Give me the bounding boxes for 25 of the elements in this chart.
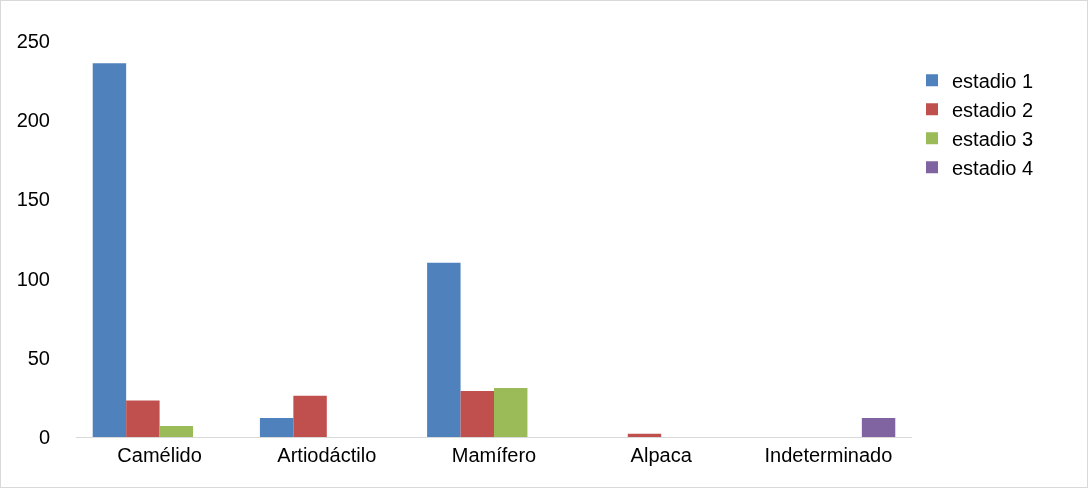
y-tick-label: 100 bbox=[16, 267, 50, 290]
bar bbox=[427, 262, 461, 437]
y-tick-label: 150 bbox=[16, 188, 50, 211]
y-tick-label: 250 bbox=[16, 30, 50, 52]
x-tick-label: Mamífero bbox=[451, 444, 537, 466]
bar bbox=[627, 433, 662, 437]
bar bbox=[126, 400, 160, 437]
x-tick-label: Artiodáctilo bbox=[277, 444, 377, 466]
legend-label: estadio 2 bbox=[952, 99, 1034, 122]
x-tick-label: Camélido bbox=[117, 444, 202, 466]
bar bbox=[259, 417, 294, 437]
bar bbox=[293, 395, 327, 437]
x-tick-label: Indeterminado bbox=[764, 444, 893, 466]
legend-label: estadio 1 bbox=[952, 70, 1034, 93]
y-tick-label: 0 bbox=[38, 426, 50, 448]
legend-label: estadio 3 bbox=[952, 128, 1034, 151]
bar bbox=[861, 417, 896, 437]
y-tick-label: 200 bbox=[16, 109, 50, 132]
x-tick-label: Alpaca bbox=[630, 444, 693, 466]
bar bbox=[92, 63, 127, 437]
bar bbox=[494, 387, 528, 437]
bar bbox=[159, 425, 194, 437]
legend-label: estadio 4 bbox=[952, 157, 1034, 180]
y-tick-label: 50 bbox=[27, 346, 50, 369]
bar bbox=[460, 391, 494, 437]
